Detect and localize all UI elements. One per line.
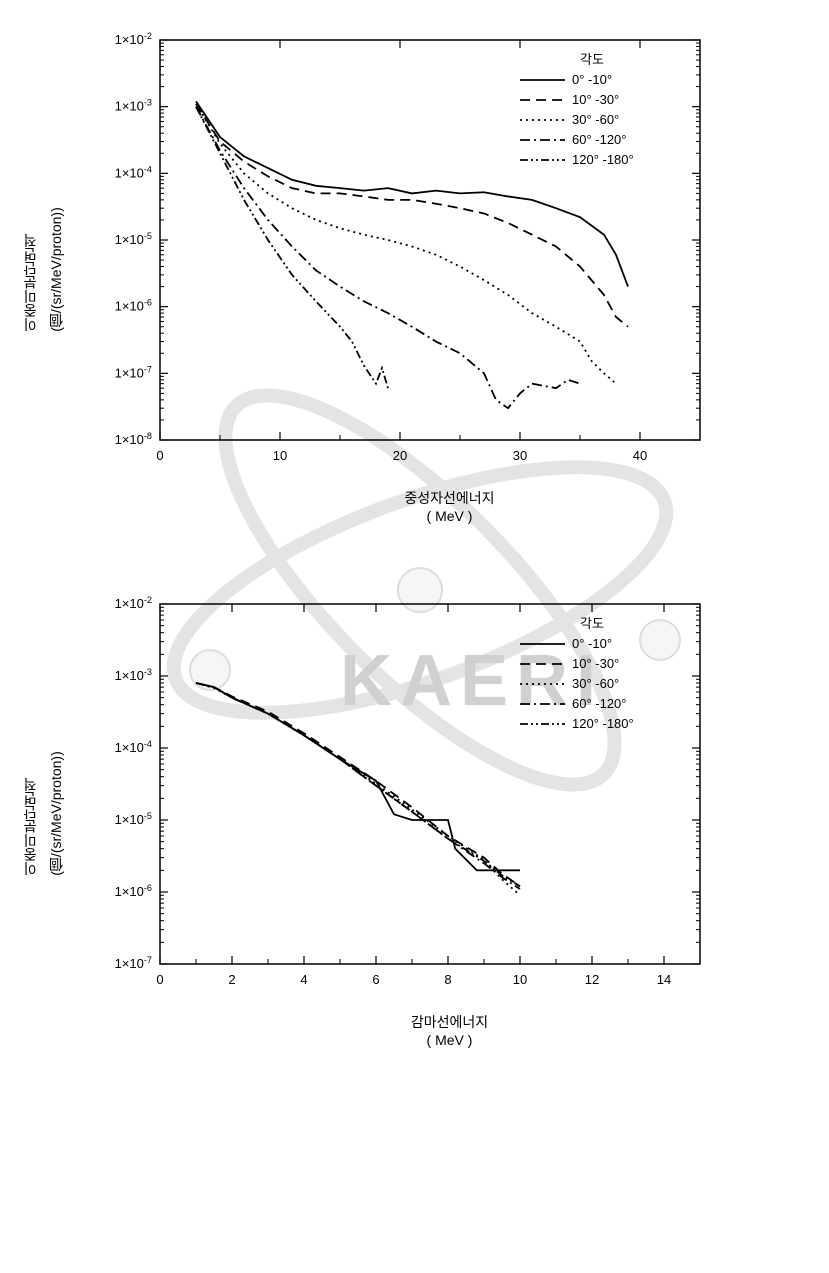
svg-text:30° -60°: 30° -60° <box>572 112 619 127</box>
svg-text:0: 0 <box>156 972 163 987</box>
svg-text:10: 10 <box>273 448 287 463</box>
svg-text:60° -120°: 60° -120° <box>572 132 627 147</box>
svg-text:각도: 각도 <box>580 52 604 67</box>
chart1-ylabel1: 이중미분단면적 <box>20 234 40 332</box>
chart-neutron-energy: 이중미분단면적 (個/(sr/MeV/proton)) 0 10 20 30 40 1×1… <box>20 20 809 524</box>
chart2-ylabel1: 이중미분단면적 <box>20 778 40 876</box>
svg-text:60° -120°: 60° -120° <box>572 696 627 711</box>
svg-text:0: 0 <box>156 448 163 463</box>
svg-text:12: 12 <box>585 972 599 987</box>
svg-text:1×10-8: 1×10-8 <box>115 431 152 447</box>
svg-text:1×10-4: 1×10-4 <box>115 164 152 180</box>
svg-text:120° -180°: 120° -180° <box>572 716 634 731</box>
svg-text:10: 10 <box>513 972 527 987</box>
chart2-xlabel1: 감마선에너지 <box>90 1012 809 1032</box>
svg-text:0° -10°: 0° -10° <box>572 72 612 87</box>
svg-text:30° -60°: 30° -60° <box>572 676 619 691</box>
svg-text:1×10-3: 1×10-3 <box>115 98 152 114</box>
chart2-ylabel2: (個/(sr/MeV/proton)) <box>46 751 66 875</box>
svg-text:1×10-6: 1×10-6 <box>115 298 152 314</box>
svg-text:1×10-2: 1×10-2 <box>115 31 152 47</box>
svg-text:8: 8 <box>444 972 451 987</box>
svg-text:40: 40 <box>633 448 647 463</box>
svg-text:1×10-2: 1×10-2 <box>115 595 152 611</box>
svg-text:1×10-4: 1×10-4 <box>115 739 152 755</box>
chart-gamma-energy: 이중미분단면적 (個/(sr/MeV/proton)) 0 2 4 6 8 10 12 14 1… <box>20 584 809 1048</box>
chart2-svg: 0 2 4 6 8 10 12 14 1×10-7 1×10-6 1×10-5 1×10-4 1×10-… <box>90 584 730 1004</box>
svg-text:1×10-6: 1×10-6 <box>115 883 152 899</box>
chart1-ylabel2: (個/(sr/MeV/proton)) <box>46 207 66 331</box>
chart2-xlabel2: ( MeV ) <box>90 1032 809 1048</box>
chart1-xlabel1: 중성자선에너지 <box>90 488 809 508</box>
svg-text:4: 4 <box>300 972 307 987</box>
svg-text:120° -180°: 120° -180° <box>572 152 634 167</box>
svg-text:1×10-7: 1×10-7 <box>115 364 152 380</box>
svg-text:30: 30 <box>513 448 527 463</box>
svg-text:1×10-5: 1×10-5 <box>115 811 152 827</box>
chart1-svg: 0 10 20 30 40 1×10-8 1×10-7 1×10-6 1×10-5 1×10-4 1… <box>90 20 730 480</box>
svg-text:각도: 각도 <box>580 616 604 631</box>
svg-text:20: 20 <box>393 448 407 463</box>
svg-text:2: 2 <box>228 972 235 987</box>
svg-text:1×10-5: 1×10-5 <box>115 231 152 247</box>
svg-text:0° -10°: 0° -10° <box>572 636 612 651</box>
svg-text:1×10-7: 1×10-7 <box>115 955 152 971</box>
svg-text:10° -30°: 10° -30° <box>572 92 619 107</box>
svg-text:10° -30°: 10° -30° <box>572 656 619 671</box>
chart1-xlabel2: ( MeV ) <box>90 508 809 524</box>
svg-text:1×10-3: 1×10-3 <box>115 667 152 683</box>
svg-text:6: 6 <box>372 972 379 987</box>
svg-text:14: 14 <box>657 972 671 987</box>
